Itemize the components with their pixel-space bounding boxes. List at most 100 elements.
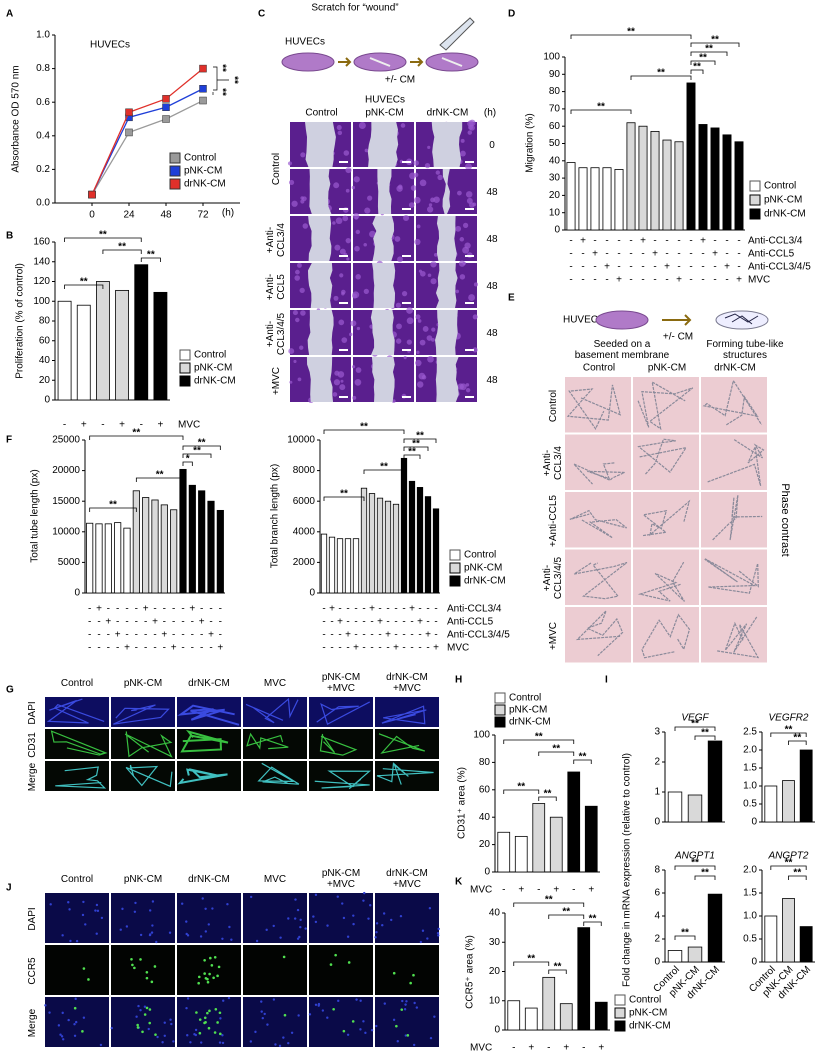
y-tick-label: 0.5	[743, 934, 757, 945]
cell	[416, 224, 421, 229]
nucleus	[266, 1023, 269, 1026]
condition-sign: +	[377, 617, 383, 628]
y-tick-label: 120	[33, 276, 50, 287]
significance-label: **	[228, 76, 239, 84]
ccr5-signal	[329, 963, 333, 966]
y-tick-label: 90	[549, 69, 561, 80]
condition-sign: -	[537, 885, 540, 896]
bar	[764, 785, 778, 823]
condition-sign: -	[200, 643, 203, 654]
bar	[104, 523, 112, 594]
significance-label: **	[785, 858, 793, 869]
arrow	[662, 314, 692, 326]
condition-sign: -	[172, 604, 175, 615]
ccr5-signal	[198, 1031, 202, 1035]
nucleus	[381, 924, 384, 927]
point	[162, 95, 170, 103]
wound-area	[435, 263, 458, 308]
cell	[337, 130, 343, 136]
nucleus	[297, 1014, 300, 1017]
row-label: +MVC	[270, 366, 282, 395]
nucleus	[186, 1034, 189, 1037]
panel-label: E	[508, 293, 515, 304]
cell	[341, 292, 345, 296]
column-label: Control	[305, 108, 337, 119]
condition-sign: -	[322, 630, 325, 641]
cell	[289, 380, 293, 384]
bar	[360, 487, 368, 594]
condition-sign: -	[653, 262, 656, 273]
y-tick-label: 6	[654, 888, 660, 899]
condition-name: Anti-CCL5	[447, 617, 494, 628]
significance-bracket	[403, 454, 421, 459]
micrograph	[243, 997, 307, 1047]
condition-sign: -	[689, 262, 692, 273]
dish	[281, 52, 335, 72]
nucleus	[261, 1016, 264, 1020]
cell	[469, 202, 475, 208]
bar	[207, 500, 215, 594]
bar	[667, 950, 683, 963]
y-tick-label: 2.5	[743, 727, 757, 738]
condition-sign: -	[569, 275, 572, 286]
y-tick-label: 60	[39, 335, 51, 346]
tube-network	[575, 610, 624, 657]
cell	[413, 172, 419, 178]
ccr5-signal	[213, 1031, 217, 1034]
cell	[416, 381, 424, 388]
nucleus	[362, 1020, 365, 1023]
condition-sign: -	[88, 643, 91, 654]
legend-label: Control	[184, 153, 216, 164]
significance-bracket	[323, 496, 365, 501]
column-label: MVC	[263, 677, 287, 689]
x-tick-label: 48	[160, 210, 172, 221]
vessel	[46, 698, 105, 724]
significance-bracket	[770, 865, 807, 870]
ccr5-signal	[203, 1016, 207, 1020]
nucleus	[44, 1004, 47, 1007]
condition-sign: +	[592, 249, 598, 260]
nucleus	[211, 907, 214, 910]
nucleus	[75, 939, 79, 943]
tube-network	[573, 561, 628, 600]
nucleus	[254, 1030, 257, 1034]
vessel	[378, 733, 426, 754]
ccr5-signal	[203, 959, 206, 962]
cell	[459, 237, 465, 242]
line	[91, 88, 204, 195]
scalpel	[439, 17, 475, 51]
significance-label: **	[701, 868, 709, 879]
ccr5-signal	[218, 1011, 222, 1015]
cell	[403, 356, 407, 360]
row-label: Control	[547, 389, 559, 422]
significance-bracket	[182, 453, 212, 458]
bar	[626, 122, 636, 231]
nucleus	[99, 1043, 103, 1047]
condition-sign: -	[410, 630, 413, 641]
y-tick-label: 20	[479, 839, 491, 850]
nucleus	[119, 928, 122, 931]
bar	[722, 134, 732, 231]
wound-area	[367, 122, 399, 167]
bar	[424, 496, 432, 594]
nucleus	[147, 1027, 150, 1031]
y-axis-label: Total branch length (px)	[270, 464, 281, 569]
significance-label: **	[408, 447, 416, 458]
nucleus	[148, 933, 152, 937]
significance-bracket	[583, 921, 602, 926]
bar	[151, 499, 159, 594]
y-tick-label: 0	[494, 1025, 500, 1036]
micrograph	[375, 945, 439, 995]
ccr5-signal	[208, 972, 211, 976]
condition-sign: -	[163, 604, 166, 615]
nucleus	[293, 917, 297, 920]
legend-label: pNK-CM	[509, 705, 547, 716]
condition-sign: +	[329, 604, 335, 615]
point	[125, 128, 133, 137]
nucleus	[125, 925, 129, 928]
condition-sign: +	[563, 1043, 569, 1054]
condition-sign: +	[712, 249, 718, 260]
bar	[76, 304, 91, 401]
condition-sign: -	[402, 617, 405, 628]
condition-sign: +	[553, 885, 559, 896]
